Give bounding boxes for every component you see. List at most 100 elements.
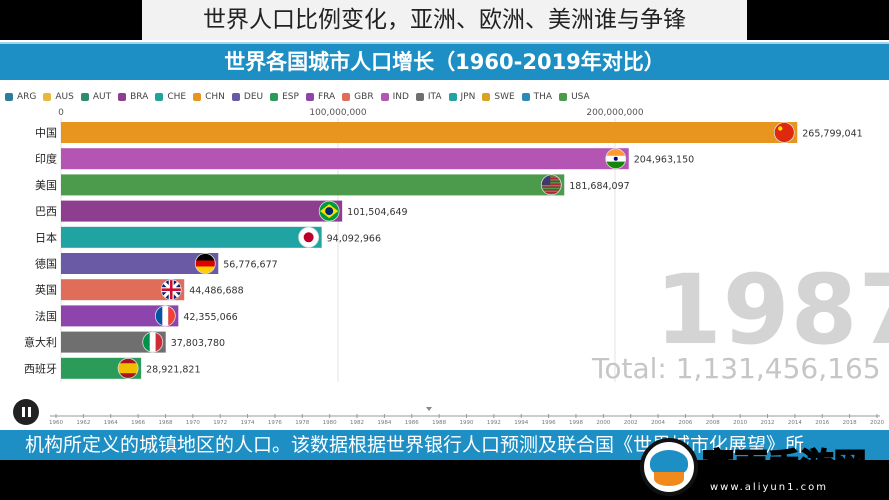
- spain-flag-icon: [117, 357, 139, 379]
- legend-swatch: [482, 93, 491, 101]
- legend-swatch: [5, 93, 13, 101]
- legend-swatch: [380, 93, 389, 101]
- timeline-label: 1972: [213, 420, 227, 426]
- france-flag-icon: [154, 305, 176, 327]
- timeline-label: 1984: [377, 420, 391, 426]
- timeline-label: 1982: [350, 420, 364, 426]
- legend-swatch: [342, 93, 351, 101]
- value-label: 94,092,966: [327, 233, 381, 244]
- timeline-label: 2010: [733, 420, 747, 426]
- legend-swatch: [155, 93, 164, 101]
- year-label: 1987: [655, 254, 889, 366]
- timeline-label: 1986: [405, 420, 419, 426]
- legend-item-tha[interactable]: THA: [521, 90, 553, 104]
- legend-swatch: [415, 93, 424, 101]
- legend-swatch: [80, 93, 89, 101]
- japan-flag-icon: [298, 226, 320, 248]
- legend-item-fra[interactable]: FRA: [305, 90, 336, 104]
- legend-label: GBR: [354, 92, 374, 102]
- legend-item-chn[interactable]: CHN: [193, 90, 225, 104]
- x-tick-label: 0: [58, 108, 64, 118]
- category-label: 西班牙: [24, 362, 57, 375]
- category-label: 中国: [35, 127, 57, 140]
- watermark-logo: 富雨手游网 www.aliyun1.com: [636, 436, 889, 500]
- legend-swatch: [43, 93, 52, 101]
- legend-item-ind[interactable]: IND: [380, 90, 409, 104]
- bar-chn: [61, 122, 798, 143]
- legend-label: ITA: [427, 92, 442, 102]
- legend-swatch: [521, 93, 530, 101]
- legend-item-aut[interactable]: AUT: [80, 90, 112, 104]
- legend-label: AUS: [55, 92, 74, 102]
- legend-label: DEU: [243, 92, 264, 102]
- timeline-label: 1962: [76, 420, 90, 426]
- legend-label: FRA: [317, 92, 336, 102]
- legend-item-ita[interactable]: ITA: [415, 90, 442, 104]
- bar-chart: 0 100,000,000 200,000,000 中国 265,799,041 印度 20…: [24, 108, 884, 426]
- legend-label: IND: [392, 92, 409, 102]
- value-label: 37,803,780: [171, 338, 225, 349]
- subtitle-bar: 机构所定义的城镇地区的人口。该数据根据世界银行人口预测及联合国《世界城市化展望》…: [0, 430, 889, 460]
- bar-usa: [61, 174, 565, 196]
- chart-legend: ARG AUS AUT BRA CHE CHN DEU ESP FRA GBR IND ITA JPN S…: [5, 90, 597, 104]
- pause-icon: [21, 407, 25, 417]
- category-label: 德国: [35, 257, 57, 271]
- legend-swatch: [193, 93, 202, 101]
- x-tick-label: 100,000,000: [309, 108, 367, 118]
- legend-item-swe[interactable]: SWE: [482, 90, 515, 104]
- legend-label: THA: [533, 92, 553, 102]
- pause-button[interactable]: [13, 399, 39, 425]
- value-label: 28,921,821: [146, 364, 200, 375]
- legend-item-arg[interactable]: ARG: [5, 90, 36, 104]
- timeline-label: 1978: [295, 420, 309, 426]
- legend-label: ESP: [282, 92, 299, 102]
- watermark-title: 富雨手游网: [701, 445, 868, 485]
- category-label: 日本: [35, 230, 57, 244]
- brazil-flag-icon: [318, 200, 340, 222]
- bar-jpn: [61, 226, 322, 248]
- legend-item-aus[interactable]: AUS: [43, 90, 74, 104]
- value-label: 101,504,649: [347, 207, 407, 218]
- legend-label: SWE: [494, 92, 515, 102]
- timeline-label: 1976: [268, 420, 282, 426]
- value-label: 42,355,066: [183, 312, 237, 323]
- legend-swatch: [231, 93, 240, 101]
- timeline-label: 1994: [514, 420, 528, 426]
- legend-swatch: [270, 93, 279, 101]
- legend-item-usa[interactable]: USA: [559, 90, 590, 104]
- bar-bra: [61, 200, 343, 222]
- timeline-label: 2016: [815, 420, 829, 426]
- timeline-label: 1990: [460, 420, 474, 426]
- legend-item-che[interactable]: CHE: [155, 90, 186, 104]
- value-label: 44,486,688: [189, 286, 243, 297]
- value-label: 204,963,150: [634, 155, 694, 166]
- chart-frame: [0, 40, 889, 460]
- legend-swatch: [559, 93, 568, 101]
- legend-label: BRA: [130, 92, 149, 102]
- legend-item-esp[interactable]: ESP: [270, 90, 299, 104]
- timeline-label: 2014: [788, 420, 802, 426]
- timeline-label: 2006: [678, 420, 692, 426]
- watermark-url: www.aliyun1.com: [710, 482, 828, 493]
- uk-flag-icon: [160, 279, 182, 301]
- timeline-label: 2012: [761, 420, 775, 426]
- category-label: 法国: [35, 309, 57, 323]
- legend-item-bra[interactable]: BRA: [118, 90, 148, 104]
- timeline-label: 1988: [432, 420, 446, 426]
- legend-label: AUT: [92, 92, 112, 102]
- total-label: Total: 1,131,456,165: [592, 352, 881, 385]
- legend-item-deu[interactable]: DEU: [231, 90, 264, 104]
- category-label: 英国: [35, 283, 57, 297]
- legend-item-jpn[interactable]: JPN: [448, 90, 476, 104]
- video-title: 世界人口比例变化，亚洲、欧洲、美洲谁与争锋: [142, 0, 747, 40]
- timeline-label: 2008: [706, 420, 720, 426]
- timeline-label: 1968: [158, 420, 172, 426]
- timeline-label: 1998: [569, 420, 583, 426]
- value-label: 56,776,677: [223, 260, 277, 271]
- bar-ind: [61, 148, 629, 170]
- italy-flag-icon: [142, 331, 164, 353]
- timeline-label: 1966: [131, 420, 145, 426]
- chart-header: 世界各国城市人口增长（1960-2019年对比）: [0, 42, 889, 80]
- legend-item-gbr[interactable]: GBR: [342, 90, 374, 104]
- legend-label: JPN: [460, 92, 476, 102]
